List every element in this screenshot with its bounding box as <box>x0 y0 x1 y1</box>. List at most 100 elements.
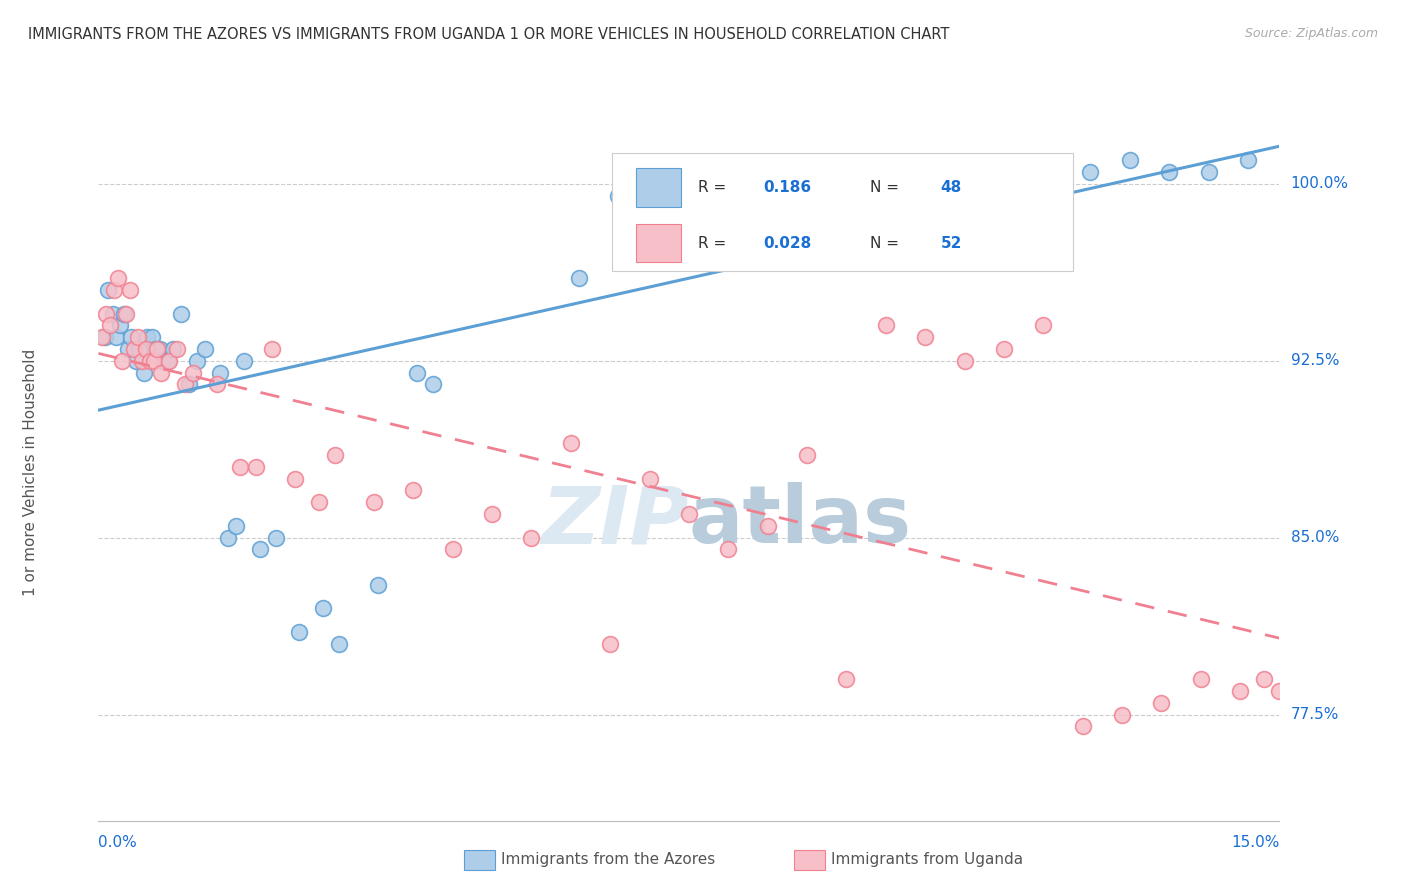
Point <box>93 330 115 344</box>
Point <box>128 342 150 356</box>
Point <box>122 342 145 356</box>
Point <box>312 601 335 615</box>
Text: IMMIGRANTS FROM THE AZORES VS IMMIGRANTS FROM UGANDA 1 OR MORE VEHICLES IN HOUSE: IMMIGRANTS FROM THE AZORES VS IMMIGRANTS… <box>28 27 949 42</box>
Point <box>174 377 197 392</box>
Point <box>481 507 503 521</box>
Point <box>205 377 228 392</box>
FancyBboxPatch shape <box>636 169 681 207</box>
Point <box>91 330 114 344</box>
Point <box>233 353 256 368</box>
Text: N =: N = <box>870 180 904 195</box>
Point <box>914 330 936 344</box>
Point <box>1119 153 1142 168</box>
Point <box>103 283 125 297</box>
Text: 77.5%: 77.5% <box>1291 707 1339 722</box>
Point <box>284 472 307 486</box>
Point <box>796 448 818 462</box>
Point <box>157 353 180 368</box>
Point <box>141 330 163 344</box>
Point <box>678 507 700 521</box>
Point <box>118 283 141 297</box>
Text: 48: 48 <box>941 180 962 195</box>
Point <box>756 518 779 533</box>
Text: Immigrants from the Azores: Immigrants from the Azores <box>501 853 714 867</box>
Point <box>209 366 232 380</box>
Point <box>115 307 138 321</box>
Text: 52: 52 <box>941 235 962 251</box>
Point <box>162 342 184 356</box>
Point <box>1237 153 1260 168</box>
Point <box>962 188 984 202</box>
Text: 100.0%: 100.0% <box>1291 177 1348 192</box>
Point <box>98 318 121 333</box>
Point <box>638 472 661 486</box>
Point <box>647 177 669 191</box>
Point <box>323 448 346 462</box>
Point <box>993 342 1015 356</box>
Text: 0.028: 0.028 <box>763 235 811 251</box>
Point <box>288 624 311 639</box>
Point <box>96 307 118 321</box>
Point <box>1032 318 1054 333</box>
Point <box>111 353 134 368</box>
Point <box>725 212 748 227</box>
Point <box>402 483 425 498</box>
Point <box>217 531 239 545</box>
Point <box>245 459 267 474</box>
Text: Immigrants from Uganda: Immigrants from Uganda <box>831 853 1024 867</box>
Point <box>1150 696 1173 710</box>
Point <box>363 495 385 509</box>
Text: Source: ZipAtlas.com: Source: ZipAtlas.com <box>1244 27 1378 40</box>
Point <box>406 366 429 380</box>
Point <box>136 330 159 344</box>
Point <box>1229 684 1251 698</box>
Point <box>104 330 127 344</box>
Point <box>1268 684 1291 698</box>
Point <box>835 672 858 686</box>
Point <box>1071 719 1094 733</box>
Point <box>1111 707 1133 722</box>
Text: 85.0%: 85.0% <box>1291 530 1339 545</box>
Point <box>1189 672 1212 686</box>
Point <box>152 353 174 368</box>
Text: 15.0%: 15.0% <box>1232 836 1279 850</box>
Point <box>875 318 897 333</box>
Point <box>97 283 120 297</box>
Point <box>117 342 139 356</box>
Point <box>883 165 905 179</box>
Point <box>101 307 124 321</box>
Point <box>1253 672 1275 686</box>
Point <box>156 353 179 368</box>
Text: ZIP: ZIP <box>541 483 689 560</box>
Point <box>560 436 582 450</box>
Text: 0.0%: 0.0% <box>98 836 138 850</box>
Text: 92.5%: 92.5% <box>1291 353 1339 368</box>
Text: 1 or more Vehicles in Household: 1 or more Vehicles in Household <box>24 349 38 597</box>
Point <box>607 188 630 202</box>
Point <box>686 201 709 215</box>
Point <box>328 637 350 651</box>
Text: atlas: atlas <box>689 483 912 560</box>
Point <box>717 542 740 557</box>
Point <box>127 330 149 344</box>
Text: 0.186: 0.186 <box>763 180 811 195</box>
FancyBboxPatch shape <box>612 153 1073 271</box>
Point <box>804 201 827 215</box>
Point <box>131 353 153 368</box>
Point <box>177 377 200 392</box>
Point <box>1040 177 1063 191</box>
Point <box>107 271 129 285</box>
Point <box>142 353 165 368</box>
Point <box>150 366 173 380</box>
Point <box>264 531 287 545</box>
Point <box>170 307 193 321</box>
Point <box>149 342 172 356</box>
FancyBboxPatch shape <box>636 224 681 262</box>
Point <box>520 531 543 545</box>
Point <box>194 342 217 356</box>
Point <box>110 318 132 333</box>
Point <box>186 353 208 368</box>
Point <box>135 342 157 356</box>
Point <box>143 342 166 356</box>
Point <box>308 495 330 509</box>
